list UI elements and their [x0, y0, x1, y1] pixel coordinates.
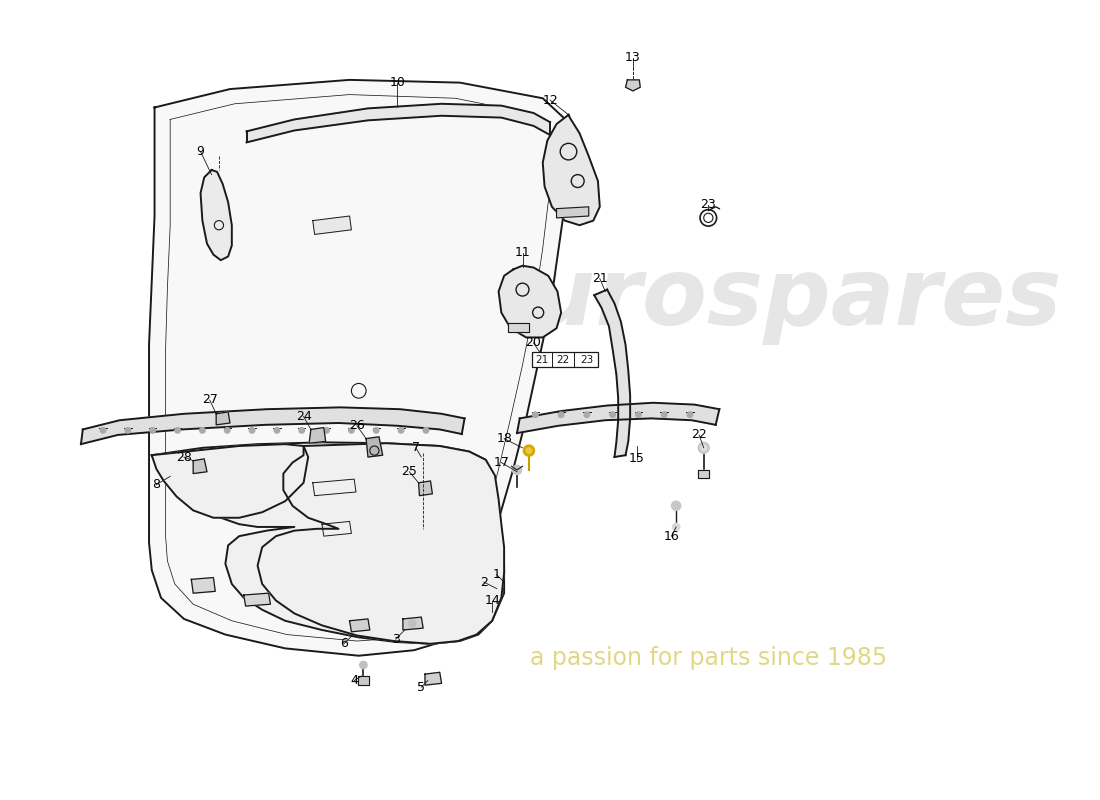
- Text: 20: 20: [526, 337, 541, 350]
- Polygon shape: [246, 104, 550, 142]
- Text: 24: 24: [296, 410, 311, 423]
- Circle shape: [224, 427, 230, 433]
- Polygon shape: [152, 444, 308, 518]
- Polygon shape: [148, 80, 570, 656]
- Text: 25: 25: [402, 466, 417, 478]
- Circle shape: [661, 412, 667, 418]
- Circle shape: [100, 427, 106, 433]
- Text: 7: 7: [411, 442, 420, 454]
- Polygon shape: [517, 402, 719, 433]
- Circle shape: [408, 620, 416, 627]
- Circle shape: [360, 662, 367, 669]
- Text: 22: 22: [557, 354, 570, 365]
- Polygon shape: [309, 427, 326, 443]
- Circle shape: [609, 412, 615, 418]
- Polygon shape: [498, 266, 561, 338]
- Text: 1: 1: [493, 568, 500, 582]
- Circle shape: [701, 445, 706, 450]
- Polygon shape: [508, 322, 529, 332]
- Polygon shape: [312, 216, 351, 234]
- Circle shape: [299, 427, 305, 433]
- Text: 15: 15: [628, 452, 645, 466]
- Polygon shape: [626, 80, 640, 91]
- Text: 23: 23: [581, 354, 594, 365]
- Text: 17: 17: [494, 456, 509, 469]
- Text: 12: 12: [542, 94, 558, 106]
- Polygon shape: [594, 290, 630, 457]
- Polygon shape: [698, 470, 710, 478]
- Polygon shape: [425, 672, 441, 685]
- Polygon shape: [358, 676, 368, 685]
- Circle shape: [323, 427, 329, 433]
- Text: 5: 5: [417, 681, 426, 694]
- Polygon shape: [152, 442, 504, 644]
- Polygon shape: [403, 617, 424, 630]
- Circle shape: [374, 427, 379, 433]
- Polygon shape: [312, 479, 356, 496]
- Circle shape: [584, 412, 590, 418]
- Polygon shape: [350, 619, 370, 632]
- Text: 13: 13: [625, 51, 641, 64]
- Circle shape: [424, 427, 429, 433]
- Polygon shape: [191, 578, 216, 593]
- Text: 9: 9: [197, 145, 205, 158]
- Text: 21: 21: [592, 272, 607, 285]
- Text: 18: 18: [496, 432, 512, 445]
- Bar: [531, 352, 598, 367]
- Text: 8: 8: [153, 478, 161, 491]
- Polygon shape: [542, 115, 600, 226]
- Polygon shape: [419, 481, 432, 496]
- Polygon shape: [200, 170, 232, 260]
- Polygon shape: [81, 407, 464, 444]
- Polygon shape: [557, 207, 588, 218]
- Circle shape: [688, 412, 693, 418]
- Polygon shape: [244, 593, 271, 606]
- Circle shape: [672, 523, 680, 530]
- Circle shape: [524, 445, 535, 456]
- Text: 3: 3: [392, 633, 399, 646]
- Polygon shape: [217, 412, 230, 425]
- Text: 16: 16: [663, 530, 680, 542]
- Text: 23: 23: [701, 198, 716, 211]
- Circle shape: [698, 442, 710, 454]
- Circle shape: [559, 412, 564, 418]
- Circle shape: [398, 427, 404, 433]
- Circle shape: [274, 427, 279, 433]
- Circle shape: [199, 427, 205, 433]
- Circle shape: [250, 427, 255, 433]
- Circle shape: [671, 501, 681, 510]
- Polygon shape: [257, 443, 504, 644]
- Circle shape: [636, 412, 641, 418]
- Text: 26: 26: [349, 419, 365, 432]
- Text: 28: 28: [176, 450, 191, 463]
- Circle shape: [513, 466, 521, 474]
- Text: 2: 2: [480, 576, 487, 589]
- Text: 22: 22: [691, 429, 707, 442]
- Text: 21: 21: [536, 354, 549, 365]
- Polygon shape: [366, 437, 383, 457]
- Text: 4: 4: [350, 674, 359, 687]
- Text: a passion for parts since 1985: a passion for parts since 1985: [530, 646, 887, 670]
- Circle shape: [150, 427, 155, 433]
- Text: 14: 14: [484, 594, 500, 607]
- Text: 11: 11: [515, 246, 530, 259]
- Circle shape: [175, 427, 180, 433]
- Text: 6: 6: [340, 638, 348, 650]
- Circle shape: [532, 412, 538, 418]
- Polygon shape: [194, 459, 207, 474]
- Text: 10: 10: [389, 76, 405, 89]
- Circle shape: [349, 427, 354, 433]
- Polygon shape: [322, 522, 351, 536]
- Text: eurospares: eurospares: [465, 253, 1063, 345]
- Text: 27: 27: [201, 394, 218, 406]
- Circle shape: [526, 448, 531, 454]
- Circle shape: [125, 427, 131, 433]
